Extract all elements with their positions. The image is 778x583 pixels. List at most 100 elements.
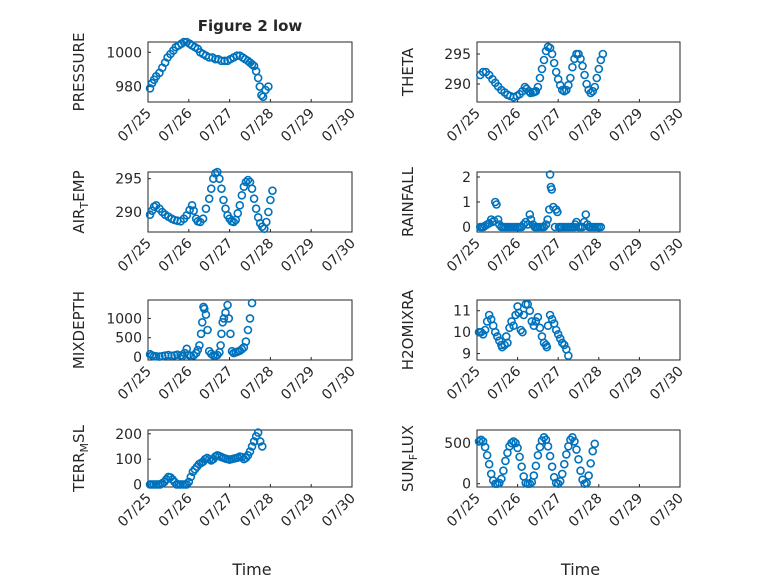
data-point: [229, 217, 238, 227]
data-point: [568, 62, 577, 72]
data-point: [480, 325, 490, 335]
y-axis-label: AIRTEMP: [70, 170, 91, 233]
y-tick-label: 0: [462, 220, 471, 236]
data-point: [519, 310, 528, 320]
data-point: [543, 441, 553, 451]
series-markers: [145, 167, 277, 233]
data-point: [566, 73, 575, 83]
data-point: [525, 306, 535, 316]
data-point: [509, 437, 518, 446]
data-point: [187, 201, 197, 210]
data-point: [535, 73, 545, 83]
data-point: [553, 207, 562, 217]
data-point: [531, 461, 541, 471]
data-point: [509, 321, 518, 331]
y-tick-label: 295: [115, 172, 142, 188]
axes-frame: [476, 299, 681, 361]
data-point: [588, 86, 598, 96]
data-point: [594, 64, 604, 74]
data-point: [198, 214, 208, 223]
data-point: [586, 459, 595, 468]
y-axis-label: H2OMIXRA: [399, 289, 417, 370]
series-markers: [145, 37, 273, 102]
data-point: [584, 471, 593, 480]
data-point: [223, 300, 232, 310]
y-axis-label: SUNFLUX: [399, 425, 420, 492]
data-point: [235, 201, 245, 210]
data-point: [557, 338, 567, 348]
data-point: [576, 466, 585, 476]
data-point: [568, 433, 577, 442]
data-point: [574, 455, 583, 464]
data-point: [253, 428, 263, 437]
axes-frame: [147, 41, 353, 103]
data-point: [218, 318, 227, 327]
data-point: [557, 469, 567, 479]
data-point: [542, 342, 552, 352]
data-point: [525, 479, 535, 489]
data-point: [262, 217, 271, 227]
data-point: [245, 447, 255, 456]
series-markers: [145, 298, 257, 361]
data-point: [497, 474, 506, 484]
data-point: [592, 73, 602, 83]
data-point: [201, 204, 211, 213]
series-markers: [474, 433, 600, 489]
data-point: [232, 51, 242, 61]
data-point: [529, 471, 539, 480]
data-point: [570, 437, 579, 446]
data-point: [499, 466, 508, 476]
data-point: [189, 351, 198, 360]
data-point: [501, 456, 510, 466]
series-markers: [475, 170, 606, 232]
data-point: [474, 437, 484, 446]
data-point: [559, 340, 569, 350]
data-point: [545, 451, 555, 461]
data-point: [578, 61, 587, 71]
data-point: [215, 174, 224, 183]
data-point: [492, 200, 501, 209]
y-tick-label: 100: [115, 452, 142, 468]
data-point: [484, 310, 494, 320]
data-point: [253, 73, 263, 83]
data-point: [247, 184, 257, 193]
data-point: [237, 344, 247, 354]
y-tick-label: 500: [444, 436, 471, 452]
data-point: [255, 437, 265, 446]
data-point: [179, 37, 189, 47]
y-tick-label: 9: [462, 347, 471, 363]
data-point: [201, 310, 211, 319]
y-tick-label: 1000: [106, 311, 142, 327]
y-tick-label: 980: [115, 80, 142, 96]
data-point: [525, 210, 535, 219]
data-point: [551, 325, 561, 335]
data-point: [562, 450, 571, 459]
y-tick-label: 1: [462, 195, 471, 211]
data-point: [518, 327, 527, 337]
data-point: [549, 58, 559, 68]
series-markers: [475, 42, 608, 102]
data-point: [574, 49, 583, 59]
data-point: [243, 325, 253, 335]
data-point: [588, 446, 598, 456]
data-point: [564, 351, 573, 361]
data-point: [555, 80, 565, 90]
data-point: [224, 314, 234, 323]
data-point: [582, 478, 591, 488]
data-point: [208, 174, 218, 183]
y-tick-label: 1000: [106, 45, 142, 61]
data-point: [266, 195, 275, 205]
data-point: [243, 175, 253, 185]
data-point: [535, 323, 545, 333]
y-tick-label: 0: [462, 477, 471, 493]
series-markers: [145, 428, 267, 489]
data-point: [490, 327, 500, 337]
data-point: [537, 64, 547, 74]
data-point: [184, 477, 194, 487]
y-axis-label: TERRMSL: [70, 424, 91, 493]
data-point: [590, 82, 600, 92]
